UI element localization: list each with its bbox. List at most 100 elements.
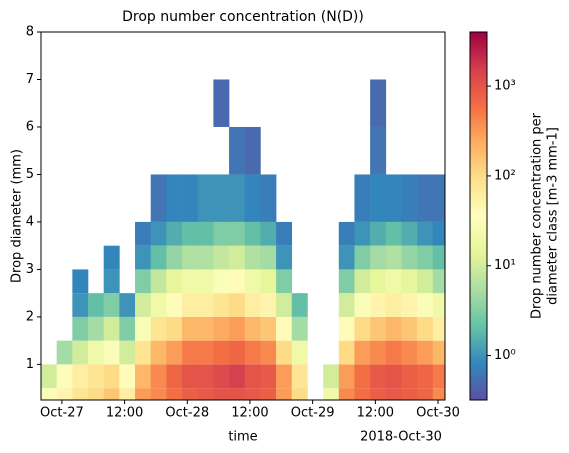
cell — [276, 388, 293, 400]
cell — [354, 245, 371, 270]
cell — [385, 364, 402, 389]
cell — [291, 364, 308, 389]
cell — [244, 364, 261, 389]
cell — [103, 388, 120, 400]
cell — [119, 364, 136, 389]
cell — [229, 269, 246, 294]
cell — [197, 364, 214, 389]
cell — [213, 245, 230, 270]
cell — [276, 364, 293, 389]
cell — [417, 174, 434, 222]
x-offset-label: 2018-Oct-30 — [360, 430, 442, 445]
cell — [244, 293, 261, 317]
y-tick-label: 5 — [26, 167, 34, 182]
cell — [432, 340, 445, 365]
cell — [370, 316, 387, 341]
cell — [197, 269, 214, 294]
cell — [213, 388, 230, 400]
cell — [229, 174, 246, 222]
cell — [432, 245, 445, 270]
cell — [417, 340, 434, 365]
cell — [135, 316, 152, 341]
y-tick-label: 7 — [26, 72, 34, 87]
cell — [182, 221, 199, 246]
colorbar-tick-label: 10² — [494, 168, 516, 183]
cell — [244, 340, 261, 365]
cell — [166, 388, 183, 400]
cell — [276, 245, 293, 270]
cell — [103, 245, 120, 270]
cell — [338, 388, 355, 400]
heatmap — [41, 79, 445, 400]
cell — [338, 364, 355, 389]
y-axis-label: Drop diameter (mm) — [10, 149, 25, 283]
cell — [385, 221, 402, 246]
cell — [197, 245, 214, 270]
cell — [182, 388, 199, 400]
colorbar-tick-label: 10³ — [494, 79, 516, 94]
cell — [150, 221, 167, 246]
cell — [260, 269, 277, 294]
cell — [385, 245, 402, 270]
cell — [276, 269, 293, 294]
cell — [244, 126, 261, 175]
cell — [370, 340, 387, 365]
cell — [72, 364, 89, 389]
colorbar-tick-label: 10⁰ — [494, 348, 516, 363]
cell — [276, 340, 293, 365]
cell — [338, 316, 355, 341]
cell — [166, 340, 183, 365]
cell — [354, 340, 371, 365]
cell — [213, 340, 230, 365]
cell — [432, 364, 445, 389]
cell — [135, 269, 152, 294]
cell — [354, 316, 371, 341]
cell — [182, 245, 199, 270]
cell — [135, 364, 152, 389]
x-tick-label: Oct-27 — [40, 406, 84, 421]
cell — [244, 388, 261, 400]
y-tick-label: 4 — [26, 214, 34, 229]
cell — [260, 221, 277, 246]
chart-title: Drop number concentration (N(D)) — [122, 9, 364, 25]
x-tick-label: 12:00 — [231, 406, 268, 421]
cell — [323, 364, 340, 389]
cell — [103, 364, 120, 389]
cell — [88, 364, 104, 389]
cell — [229, 245, 246, 270]
cell — [150, 174, 167, 222]
cell — [401, 316, 418, 341]
cell — [213, 364, 230, 389]
cell — [276, 316, 293, 341]
cell — [229, 388, 246, 400]
cell — [291, 340, 308, 365]
cell — [354, 221, 371, 246]
cell — [197, 340, 214, 365]
cell — [432, 221, 445, 246]
cell — [135, 340, 152, 365]
cell — [166, 269, 183, 294]
cell — [417, 364, 434, 389]
cell — [401, 269, 418, 294]
cell — [150, 245, 167, 270]
cell — [385, 316, 402, 341]
cell — [432, 293, 445, 317]
cell — [244, 316, 261, 341]
cell — [72, 269, 89, 294]
cell — [260, 388, 277, 400]
cell — [166, 174, 183, 222]
cell — [385, 293, 402, 317]
cell — [56, 364, 73, 389]
cell — [88, 340, 104, 365]
cell — [103, 293, 120, 317]
cell — [166, 221, 183, 246]
cell — [72, 316, 89, 341]
cell — [103, 269, 120, 294]
cell — [182, 293, 199, 317]
cell — [213, 221, 230, 246]
cell — [370, 388, 387, 400]
cell — [370, 126, 387, 175]
cell — [385, 269, 402, 294]
cell — [150, 364, 167, 389]
